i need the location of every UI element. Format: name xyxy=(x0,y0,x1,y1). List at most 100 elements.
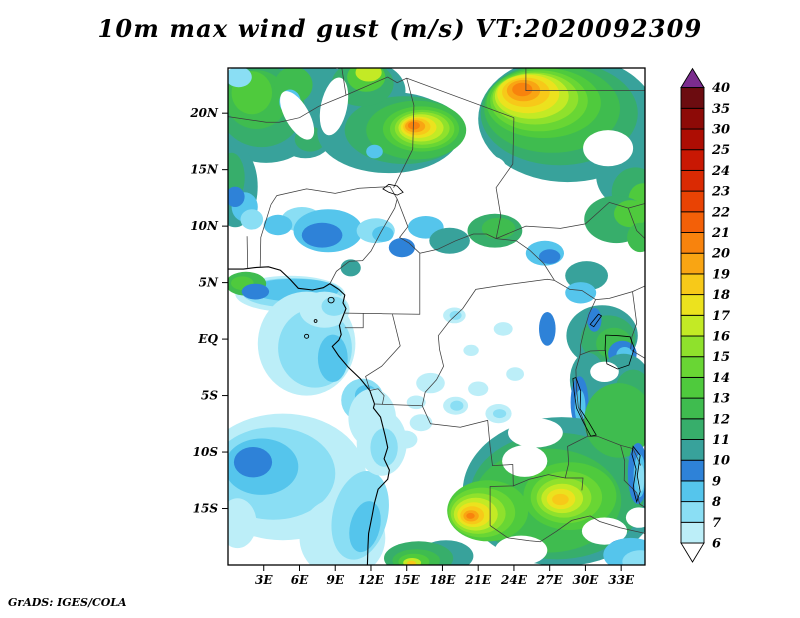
country-border xyxy=(329,186,398,284)
island-outline xyxy=(304,333,310,339)
field-blob xyxy=(552,493,569,506)
colorbar-segment xyxy=(680,128,705,151)
colorbar-label: 21 xyxy=(711,226,730,241)
field-blob xyxy=(463,344,479,356)
field-blob xyxy=(506,367,524,381)
colorbar-segment xyxy=(680,356,705,378)
colorbar-label: 30 xyxy=(712,123,730,138)
coastline xyxy=(228,266,390,565)
field-blob xyxy=(263,214,293,236)
field-blob xyxy=(429,227,470,254)
colorbar-label: 16 xyxy=(712,330,730,345)
field-blob xyxy=(388,238,415,258)
lake-outline xyxy=(382,183,404,196)
y-axis-label: 15S xyxy=(193,502,219,516)
colorbar-label: 22 xyxy=(711,205,730,220)
country-border xyxy=(627,207,645,239)
colorbar-segment xyxy=(680,190,705,213)
field-gap xyxy=(590,361,619,382)
field-blob xyxy=(539,312,556,346)
field-blob xyxy=(317,334,348,382)
colorbar-under-arrow xyxy=(680,542,705,563)
country-border xyxy=(369,388,385,405)
grads-attribution: GrADS: IGES/COLA xyxy=(8,596,127,609)
country-border xyxy=(259,204,272,267)
field-blob xyxy=(512,82,533,97)
colorbar-label: 19 xyxy=(712,267,730,282)
field-gap xyxy=(319,77,349,136)
field-blob xyxy=(228,186,245,207)
field-gap xyxy=(625,507,645,528)
field-gap xyxy=(508,418,563,448)
field-gap xyxy=(583,130,634,167)
field-blob xyxy=(340,259,361,277)
country-border xyxy=(595,285,645,300)
country-border xyxy=(344,313,364,329)
lake-outline xyxy=(604,334,635,370)
field-blob xyxy=(409,414,433,432)
field-gap xyxy=(494,535,548,565)
field-blob xyxy=(321,296,347,316)
x-axis-label: 18E xyxy=(430,573,457,587)
field-blob xyxy=(587,308,602,332)
field-blob xyxy=(366,144,383,159)
colorbar-label: 35 xyxy=(712,102,730,117)
field-gap xyxy=(502,445,548,477)
colorbar-label: 20 xyxy=(711,247,730,262)
colorbar-label: 7 xyxy=(712,516,721,531)
country-border xyxy=(495,117,515,239)
country-border xyxy=(579,299,596,355)
plot-title: 10m max wind gust (m/s) VT:2020092309 xyxy=(97,14,703,43)
field-blob xyxy=(301,222,343,248)
country-border xyxy=(393,78,415,188)
field-blob xyxy=(614,200,645,228)
field-blob xyxy=(493,409,507,419)
lake-outline xyxy=(589,313,603,328)
field-blob xyxy=(241,283,270,300)
gust-field xyxy=(228,68,645,565)
field-gap xyxy=(462,155,506,178)
field-blob xyxy=(622,550,645,565)
y-axis-label: 15N xyxy=(190,163,219,177)
colorbar-segment xyxy=(680,459,705,482)
field-blob xyxy=(407,560,416,565)
colorbar-label: 6 xyxy=(712,537,721,552)
country-border xyxy=(421,405,514,539)
colorbar-label: 9 xyxy=(712,474,721,489)
field-blob xyxy=(228,68,252,88)
map-lines xyxy=(228,68,645,565)
lake-outline xyxy=(572,376,597,437)
colorbar-segment xyxy=(680,501,705,523)
y-axis-label: 10S xyxy=(193,445,219,459)
country-border xyxy=(374,278,555,407)
colorbar-segment xyxy=(680,273,705,296)
field-blob xyxy=(228,498,257,549)
field-blob xyxy=(565,282,597,304)
x-axis-label: 21E xyxy=(464,573,492,587)
field-blob xyxy=(468,381,489,397)
colorbar-segment xyxy=(680,87,705,109)
colorbar-segment xyxy=(680,480,705,503)
y-axis-label: 10N xyxy=(190,219,219,233)
colorbar-label: 23 xyxy=(711,185,730,200)
plot-frame xyxy=(227,67,646,566)
colorbar-segment xyxy=(680,439,705,461)
colorbar-label: 15 xyxy=(712,350,730,365)
colorbar: 6 7 8 9 10 11 12 13 14 15 16 17 18 19 20 21 22 23 24 25 30 35… xyxy=(680,67,730,563)
field-blob xyxy=(407,121,420,130)
field-blob xyxy=(370,428,398,467)
field-blob xyxy=(416,372,445,394)
field-blob xyxy=(355,68,382,82)
colorbar-label: 25 xyxy=(711,143,730,158)
x-axis-label: 24E xyxy=(500,573,528,587)
x-axis-label: 3E xyxy=(255,573,273,587)
country-border xyxy=(396,198,421,254)
colorbar-segment xyxy=(680,314,705,337)
country-border xyxy=(270,186,391,205)
x-axis-label: 12E xyxy=(358,573,385,587)
colorbar-label: 17 xyxy=(712,309,730,324)
country-border xyxy=(228,94,347,123)
island-outline xyxy=(313,319,318,323)
